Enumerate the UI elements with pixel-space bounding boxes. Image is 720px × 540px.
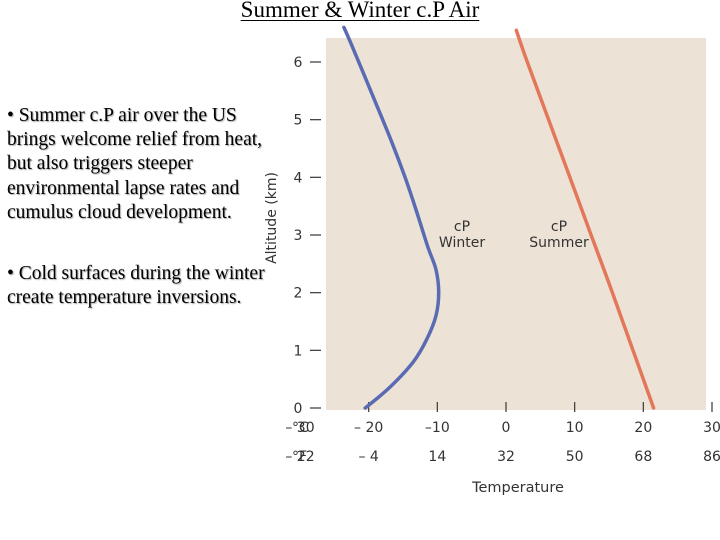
y-tick-label-0: 0 (294, 401, 303, 417)
y-tick-label-2: 2 (294, 286, 303, 302)
y-tick-label-4: 4 (294, 170, 303, 186)
y-tick-label-1: 1 (294, 343, 303, 359)
x-tick-label-c-0: – 30 (285, 420, 314, 436)
y-tick-label-5: 5 (294, 113, 303, 129)
series-line-1 (514, 28, 656, 410)
x-tick-label-c-1: – 20 (354, 420, 383, 436)
series-label-1-0: cP (551, 219, 567, 235)
y-axis-label: Altitude (km) (264, 172, 280, 264)
x-tick-label-c-6: 30 (703, 420, 720, 436)
bullet-winter: • Cold surfaces during the winter create… (7, 263, 265, 309)
x-axis: – 30 – 22 – 20 – 4 –10 14 0 32 10 50 20 68 30 86 °C °F (285, 402, 720, 465)
y-tick-label-6: 6 (294, 55, 303, 71)
bullet-list: • Summer c.P air over the US brings welc… (7, 104, 269, 347)
x-tick-label-f-1: – 4 (358, 449, 378, 465)
x-axis-label: Temperature (471, 480, 564, 496)
series-label-0-1: Winter (439, 235, 485, 251)
x-unit-celsius: °C (292, 420, 309, 436)
x-tick-label-f-6: 86 (703, 449, 720, 465)
bullet-summer: • Summer c.P air over the US brings welc… (7, 105, 263, 223)
series-label-0-0: cP (454, 219, 470, 235)
x-unit-fahrenheit: °F (292, 449, 307, 465)
x-tick-label-f-0: – 22 (285, 449, 314, 465)
x-tick-label-f-5: 68 (634, 449, 652, 465)
x-tick-label-f-4: 50 (566, 449, 584, 465)
x-tick-label-c-5: 20 (634, 420, 652, 436)
x-tick-label-c-3: 0 (502, 420, 511, 436)
x-tick-label-c-2: –10 (425, 420, 450, 436)
slide-title: Summer & Winter c.P Air (240, 0, 480, 22)
y-tick-label-3: 3 (294, 228, 303, 244)
plot-background (326, 38, 706, 410)
x-tick-label-f-3: 32 (497, 449, 515, 465)
y-axis: 0 1 2 3 4 5 6 (294, 55, 321, 417)
x-tick-label-f-2: 14 (428, 449, 446, 465)
series-label-1-1: Summer (529, 235, 589, 251)
series-line-0 (342, 25, 441, 410)
x-tick-label-c-4: 10 (566, 420, 584, 436)
